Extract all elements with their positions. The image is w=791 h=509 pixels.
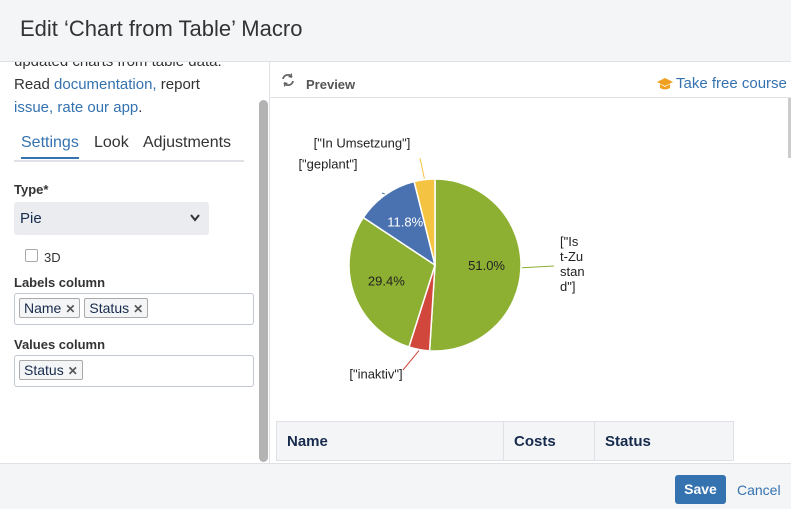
text: Read (14, 76, 50, 93)
header-row: Name Costs Status (276, 421, 734, 461)
pie-slice (428, 178, 522, 352)
select-value: Pie (20, 210, 42, 227)
tab[interactable]: Look (94, 134, 129, 151)
text: . (138, 99, 143, 116)
tag-text: Status (24, 362, 64, 378)
settings-panel: updated charts from table data. Read doc… (0, 50, 258, 463)
labels-input[interactable]: Name ✕ Status ✕ (14, 293, 254, 325)
chevron (190, 214, 200, 222)
slice-label: 11.8% (387, 214, 423, 229)
tag-text: Name (24, 300, 62, 316)
column-header: Status (594, 421, 734, 461)
leader-line (402, 350, 420, 371)
type-select[interactable]: Pie (14, 202, 209, 235)
category-label: ["inaktiv"] (349, 366, 402, 381)
issue-link[interactable]: issue, (14, 99, 54, 116)
preview-title: Preview (306, 77, 356, 92)
slice-label: 51.0% (468, 258, 505, 273)
footer: Save Cancel (0, 463, 791, 509)
field-label: Labels column (14, 275, 106, 290)
cancel-link[interactable]: Cancel (737, 482, 781, 498)
tag: Status ✕ (19, 360, 83, 380)
cap-icon (657, 78, 673, 90)
course-link[interactable]: Take free course (676, 75, 787, 92)
tab[interactable]: Adjustments (143, 134, 232, 151)
divider (269, 62, 270, 463)
column-header: Costs (503, 421, 595, 461)
leader-line (419, 157, 425, 179)
pie-chart: 51.0% ["Is t-Zu stan d"] ["inaktiv"] 29.4% 11.8… (298, 135, 585, 381)
pie-slice (362, 180, 437, 267)
save-button[interactable]: Save (675, 475, 726, 504)
text: report (160, 76, 200, 93)
field-label: Values column (14, 337, 106, 352)
rate-link[interactable]: rate our app (57, 99, 139, 116)
leader-line (521, 265, 555, 269)
tab[interactable]: Settings (21, 134, 79, 159)
tabs: Settings Look Adjustments (14, 134, 244, 162)
header: Edit ‘Chart from Table’ Macro (0, 0, 791, 62)
tag: Status ✕ (84, 298, 149, 318)
dialog-title: Edit ‘Chart from Table’ Macro (20, 16, 303, 41)
category-label: ["In Umsetzung"] (314, 135, 411, 150)
scrollbar[interactable] (788, 98, 791, 158)
pie-slice (413, 178, 436, 266)
data-table: Name Costs Status (276, 421, 734, 461)
preview-bar: Preview Take free course (270, 62, 791, 98)
checkbox[interactable] (25, 249, 38, 262)
column-header: Name (276, 421, 504, 461)
values-input[interactable]: Status ✕ (14, 355, 254, 387)
category-label: ["geplant"] (298, 156, 357, 171)
tag-text: Status (89, 300, 130, 316)
scrollbar[interactable] (259, 100, 268, 462)
slice-label: 29.4% (368, 274, 405, 289)
field-label: Type* (14, 182, 49, 197)
tag: Name ✕ (19, 298, 81, 318)
refresh-icon[interactable] (280, 72, 296, 88)
checkbox-label: 3D (44, 250, 61, 265)
category-label: ["Is t-Zu stan d"] (560, 234, 585, 294)
leader-line (381, 192, 385, 195)
pie-slice (348, 216, 436, 348)
documentation-link[interactable]: documentation, (54, 76, 157, 93)
